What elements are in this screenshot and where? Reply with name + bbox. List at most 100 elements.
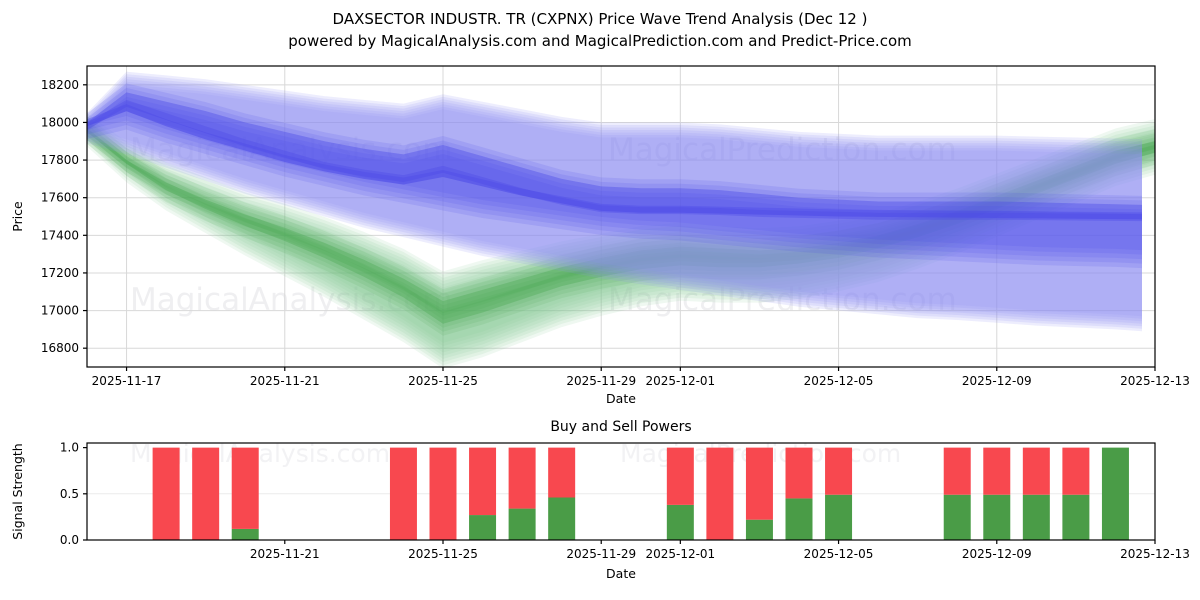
power-bar[interactable] bbox=[745, 447, 773, 540]
power-bar[interactable] bbox=[943, 447, 971, 540]
x-tick-label: 2025-12-13 bbox=[1120, 374, 1190, 388]
power-bar[interactable] bbox=[508, 447, 536, 540]
sell-power-segment[interactable] bbox=[745, 447, 773, 520]
y-tick-label: 1.0 bbox=[60, 441, 79, 455]
sell-power-segment[interactable] bbox=[943, 447, 971, 495]
power-bar[interactable] bbox=[1062, 447, 1090, 540]
power-bar[interactable] bbox=[706, 447, 734, 540]
blue-inner-band-layer bbox=[87, 83, 1142, 269]
green-outer-band-layer bbox=[87, 123, 1155, 359]
blue-outer-band-layer bbox=[87, 76, 1142, 327]
buy-power-segment[interactable] bbox=[1101, 447, 1129, 540]
blue-outer-band-layer bbox=[87, 79, 1142, 324]
blue-outer-band-layer bbox=[87, 81, 1142, 322]
power-bar[interactable] bbox=[469, 447, 497, 540]
x-tick-label: 2025-12-01 bbox=[645, 547, 715, 561]
blue-outer-band-layer bbox=[87, 84, 1142, 319]
power-bar[interactable] bbox=[1101, 447, 1129, 540]
x-tick-label: 2025-12-05 bbox=[804, 374, 874, 388]
x-tick-label: 2025-11-21 bbox=[250, 374, 320, 388]
y-tick-label: 17600 bbox=[41, 191, 79, 205]
green-inner-band-layer bbox=[87, 116, 1155, 336]
power-x-axis-label: Date bbox=[606, 566, 636, 581]
price-plot-frame bbox=[86, 65, 1156, 368]
power-bar[interactable] bbox=[785, 447, 813, 540]
blue-outer-band-layer bbox=[87, 74, 1142, 329]
y-tick-label: 17200 bbox=[41, 266, 79, 280]
green-outer-band-layer bbox=[87, 127, 1155, 350]
blue-outer-band-layer bbox=[87, 71, 1142, 332]
sell-power-segment[interactable] bbox=[192, 447, 220, 540]
green-outer-band-layer bbox=[87, 129, 1155, 353]
x-tick-label: 2025-11-17 bbox=[92, 374, 162, 388]
blue-inner-band-layer bbox=[87, 92, 1142, 260]
power-bar[interactable] bbox=[983, 447, 1011, 540]
buy-power-segment[interactable] bbox=[825, 494, 853, 540]
green-outer-band-layer bbox=[87, 119, 1155, 363]
power-bar[interactable] bbox=[192, 447, 220, 540]
power-bar[interactable] bbox=[389, 447, 417, 540]
x-tick-label: 2025-11-21 bbox=[250, 547, 320, 561]
power-bar[interactable] bbox=[1022, 447, 1050, 540]
power-bar[interactable] bbox=[548, 447, 576, 540]
power-bar[interactable] bbox=[152, 447, 180, 540]
sell-power-segment[interactable] bbox=[1062, 447, 1090, 495]
buy-power-segment[interactable] bbox=[666, 504, 694, 540]
power-bar[interactable] bbox=[666, 447, 694, 540]
price-x-axis-label: Date bbox=[606, 391, 636, 406]
blue-outer-band-layer bbox=[87, 86, 1142, 317]
buy-power-segment[interactable] bbox=[1062, 494, 1090, 540]
watermark-prediction-1: MagicalPrediction.com bbox=[608, 132, 957, 168]
x-tick-label: 2025-12-09 bbox=[962, 374, 1032, 388]
buy-power-segment[interactable] bbox=[508, 508, 536, 540]
x-tick-label: 2025-11-29 bbox=[566, 374, 636, 388]
x-tick-label: 2025-12-05 bbox=[804, 547, 874, 561]
buy-power-segment[interactable] bbox=[231, 528, 259, 540]
green-inner-band-layer bbox=[87, 124, 1155, 328]
blue-inner-band-layer bbox=[87, 87, 1142, 264]
sell-power-segment[interactable] bbox=[825, 447, 853, 495]
x-tick-label: 2025-12-09 bbox=[962, 547, 1032, 561]
power-y-axis-label: Signal Strength bbox=[10, 443, 25, 539]
sell-power-segment[interactable] bbox=[983, 447, 1011, 495]
buy-power-segment[interactable] bbox=[785, 498, 813, 540]
price-wave-chart: MagicalAnalysis.com MagicalPrediction.com… bbox=[10, 65, 1190, 406]
sell-power-segment[interactable] bbox=[548, 447, 576, 498]
sell-power-segment[interactable] bbox=[785, 447, 813, 499]
green-outer-band-layer bbox=[87, 126, 1155, 356]
y-tick-label: 16800 bbox=[41, 341, 79, 355]
buy-power-segment[interactable] bbox=[943, 494, 971, 540]
power-plot-frame bbox=[86, 442, 1156, 541]
sell-power-segment[interactable] bbox=[152, 447, 180, 540]
x-tick-label: 2025-12-13 bbox=[1120, 547, 1190, 561]
buy-power-segment[interactable] bbox=[548, 497, 576, 540]
power-bar[interactable] bbox=[825, 447, 853, 540]
buy-sell-powers-chart: MagicalAnalysis.comMagicalPrediction.com… bbox=[10, 419, 1190, 581]
x-tick-label: 2025-11-29 bbox=[566, 547, 636, 561]
buy-power-segment[interactable] bbox=[983, 494, 1011, 540]
watermark-analysis-2: MagicalAnalysis.com bbox=[130, 282, 452, 318]
power-bar[interactable] bbox=[429, 447, 457, 540]
green-outer-band-layer bbox=[87, 116, 1155, 366]
sell-power-segment[interactable] bbox=[469, 447, 497, 516]
sell-power-segment[interactable] bbox=[666, 447, 694, 505]
page-subtitle: powered by MagicalAnalysis.com and Magic… bbox=[288, 32, 912, 50]
green-outer-band-layer bbox=[87, 113, 1155, 369]
sell-power-segment[interactable] bbox=[1022, 447, 1050, 495]
y-tick-label: 18200 bbox=[41, 78, 79, 92]
power-bar[interactable] bbox=[231, 447, 259, 540]
blue-upper-ridge bbox=[87, 92, 1142, 215]
y-tick-label: 18000 bbox=[41, 115, 79, 129]
sell-power-segment[interactable] bbox=[389, 447, 417, 540]
buy-power-segment[interactable] bbox=[469, 515, 497, 540]
buy-power-segment[interactable] bbox=[1022, 494, 1050, 540]
sell-power-segment[interactable] bbox=[231, 447, 259, 529]
green-inner-band-layer bbox=[87, 127, 1155, 320]
buy-power-segment[interactable] bbox=[745, 519, 773, 540]
green-outer-band-layer bbox=[87, 124, 1155, 347]
sell-power-segment[interactable] bbox=[429, 447, 457, 540]
x-tick-label: 2025-12-01 bbox=[645, 374, 715, 388]
sell-power-segment[interactable] bbox=[508, 447, 536, 509]
sell-power-segment[interactable] bbox=[706, 447, 734, 540]
